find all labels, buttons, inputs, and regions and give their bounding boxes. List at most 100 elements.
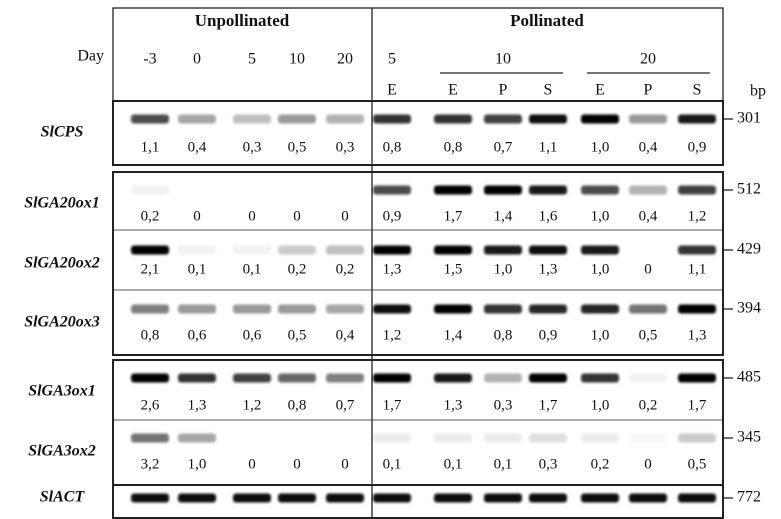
value-label: 0,1 <box>188 261 207 277</box>
band <box>678 186 716 195</box>
band <box>373 494 411 503</box>
band <box>529 374 567 383</box>
band <box>678 494 716 503</box>
value-label: 0,9 <box>539 327 558 343</box>
band <box>678 434 716 443</box>
day: 5 <box>248 51 256 68</box>
band <box>629 186 667 195</box>
value-label: 0,8 <box>288 397 307 413</box>
band <box>434 374 472 383</box>
value-label: 0,1 <box>444 456 463 472</box>
band <box>581 434 619 443</box>
value-label: 0 <box>193 208 201 224</box>
value-label: 1,0 <box>591 261 610 277</box>
band <box>278 494 316 503</box>
day: 5 <box>388 51 396 68</box>
gene-label: SlACT <box>40 489 86 506</box>
band <box>529 305 567 314</box>
value-label: 0 <box>248 208 256 224</box>
band <box>178 434 216 443</box>
band <box>484 115 522 124</box>
value-label: 1,4 <box>494 208 513 224</box>
bp-label: bp <box>750 83 766 100</box>
bp-value: 485 <box>737 369 761 386</box>
band <box>326 305 364 314</box>
band <box>278 374 316 383</box>
bp-value: 772 <box>737 489 761 506</box>
day: 0 <box>193 51 201 68</box>
gene-label: SlGA20ox3 <box>24 314 100 331</box>
value-label: 0,6 <box>188 327 207 343</box>
value-label: 1,3 <box>444 397 463 413</box>
lane-label: E <box>448 82 458 99</box>
band <box>629 374 667 383</box>
band <box>326 374 364 383</box>
band <box>131 186 169 195</box>
value-label: 0,3 <box>336 139 355 155</box>
group-label: Unpollinated <box>195 11 290 30</box>
value-label: 2,1 <box>141 261 160 277</box>
band <box>484 186 522 195</box>
band <box>581 246 619 255</box>
bp-value: 394 <box>737 300 761 317</box>
band <box>529 246 567 255</box>
band <box>484 246 522 255</box>
band <box>678 305 716 314</box>
value-label: 0,4 <box>336 327 355 343</box>
band <box>581 115 619 124</box>
value-label: 0,2 <box>141 208 160 224</box>
band <box>131 374 169 383</box>
value-label: 1,0 <box>591 208 610 224</box>
value-label: 1,0 <box>494 261 513 277</box>
day: 20 <box>337 51 353 68</box>
band <box>434 246 472 255</box>
value-label: 0,1 <box>383 456 402 472</box>
value-label: 0,1 <box>494 456 513 472</box>
lane-label: E <box>595 82 605 99</box>
lane-label: E <box>387 82 397 99</box>
band <box>629 494 667 503</box>
value-label: 0,3 <box>243 139 262 155</box>
value-label: 0,7 <box>336 397 355 413</box>
gene-label: SlGA3ox1 <box>28 383 96 400</box>
band <box>434 434 472 443</box>
band <box>373 305 411 314</box>
band <box>278 115 316 124</box>
band <box>178 115 216 124</box>
band <box>529 115 567 124</box>
band <box>678 115 716 124</box>
day-label: Day <box>77 48 104 65</box>
value-label: 1,7 <box>539 397 558 413</box>
value-label: 1,3 <box>688 327 707 343</box>
value-label: 1,2 <box>688 208 707 224</box>
value-label: 0,3 <box>494 397 513 413</box>
value-label: 0,5 <box>288 327 307 343</box>
value-label: 1,1 <box>539 139 558 155</box>
lane-label: P <box>644 82 653 99</box>
value-label: 1,3 <box>383 261 402 277</box>
band <box>581 374 619 383</box>
band <box>629 434 667 443</box>
band <box>434 494 472 503</box>
value-label: 0,4 <box>188 139 207 155</box>
value-label: 1,5 <box>444 261 463 277</box>
band <box>178 494 216 503</box>
value-label: 1,1 <box>141 139 160 155</box>
value-label: 0,9 <box>383 208 402 224</box>
value-label: 0,2 <box>288 261 307 277</box>
band <box>326 115 364 124</box>
band <box>581 494 619 503</box>
band <box>581 186 619 195</box>
band <box>326 246 364 255</box>
value-label: 0,8 <box>494 327 513 343</box>
value-label: 0,2 <box>336 261 355 277</box>
band <box>326 494 364 503</box>
band <box>373 186 411 195</box>
value-label: 0 <box>293 208 301 224</box>
lane-label: P <box>499 82 508 99</box>
value-label: 0,8 <box>383 139 402 155</box>
bp-value: 345 <box>737 429 761 446</box>
lane-label: S <box>544 82 553 99</box>
band <box>484 305 522 314</box>
group-label: Pollinated <box>510 11 584 30</box>
